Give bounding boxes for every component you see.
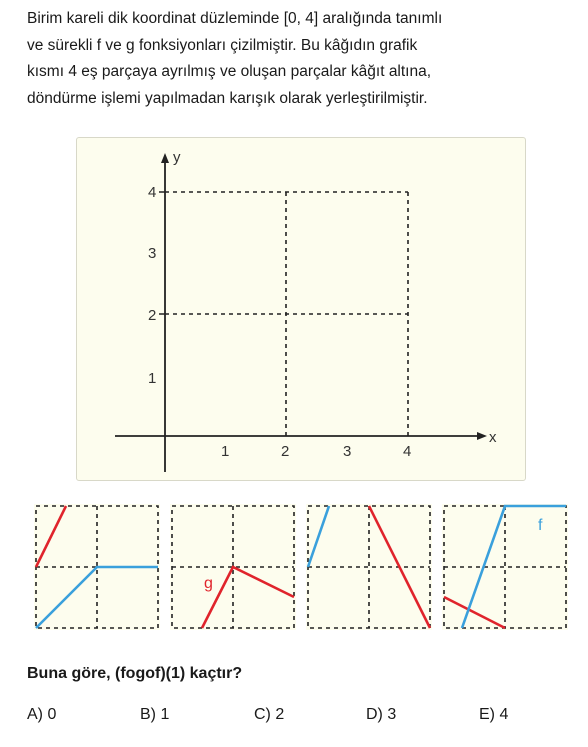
y-tick-marks: [159, 191, 165, 315]
option-c-value: 2: [275, 706, 285, 723]
option-e-value: 4: [499, 706, 509, 723]
option-a-value: 0: [47, 706, 57, 723]
option-b-value: 1: [160, 706, 170, 723]
option-c[interactable]: C) 2: [254, 706, 284, 724]
option-c-letter: C): [254, 706, 271, 723]
piece-3-f-segment: [306, 505, 331, 568]
piece-1-f-segment: [35, 565, 158, 629]
graph-piece-4: f: [442, 504, 568, 630]
g-function-label: g: [204, 575, 213, 592]
graph-piece-1: [34, 504, 160, 630]
option-b-letter: B): [140, 706, 156, 723]
piece-3-g-segment: [367, 505, 432, 629]
intro-line-1: Birim kareli dik koordinat düzleminde [0…: [27, 10, 443, 27]
y-tick-label-4: 4: [148, 184, 156, 201]
option-d-letter: D): [366, 706, 383, 723]
piece-4-f-segment: [460, 504, 566, 629]
graph-piece-4-drawing: f: [443, 504, 567, 630]
x-axis-label: x: [489, 429, 497, 446]
grid-dashes: [165, 191, 409, 436]
x-tick-label-4: 4: [403, 443, 411, 460]
answer-options: A) 0 B) 1 C) 2 D) 3 E) 4: [0, 706, 588, 730]
graph-piece-3-drawing: [306, 505, 432, 629]
coordinate-grid: y x 1 2 3 4 1 2 3 4: [115, 149, 497, 472]
piece-2-g-segment: [200, 565, 295, 629]
option-d[interactable]: D) 3: [366, 706, 396, 724]
graph-piece-1-drawing: [34, 505, 159, 629]
graph-piece-2: g: [170, 504, 296, 630]
coordinate-grid-card: y x 1 2 3 4 1 2 3 4: [76, 137, 526, 481]
option-e-letter: E): [479, 706, 495, 723]
option-a[interactable]: A) 0: [27, 706, 56, 724]
option-b[interactable]: B) 1: [140, 706, 169, 724]
option-a-letter: A): [27, 706, 43, 723]
y-tick-label-1: 1: [148, 370, 156, 387]
y-tick-label-3: 3: [148, 245, 156, 262]
x-tick-label-1: 1: [221, 443, 229, 460]
question-text: Buna göre, (fogof)(1) kaçtır?: [27, 665, 243, 682]
option-d-value: 3: [387, 706, 397, 723]
graph-piece-2-drawing: g: [171, 505, 295, 629]
x-tick-label-2: 2: [281, 443, 289, 460]
piece-4-g-segment: [443, 595, 506, 630]
x-axis-arrow-icon: [477, 432, 487, 440]
y-axis-arrow-icon: [161, 153, 169, 163]
y-axis-label: y: [173, 149, 181, 166]
f-function-label: f: [538, 517, 543, 534]
graph-piece-3: [306, 504, 432, 630]
piece-1-g-segment: [34, 505, 68, 568]
option-e[interactable]: E) 4: [479, 706, 508, 724]
x-tick-label-3: 3: [343, 443, 351, 460]
intro-text: Birim kareli dik koordinat düzleminde [0…: [27, 6, 587, 112]
intro-line-2: ve sürekli f ve g fonksiyonları çizilmiş…: [27, 36, 418, 54]
intro-line-4: döndürme işlemi yapılmadan karışık olara…: [27, 89, 428, 107]
intro-line-3: kısmı 4 eş parçaya ayrılmış ve oluşan pa…: [27, 63, 432, 80]
y-tick-label-2: 2: [148, 307, 156, 324]
